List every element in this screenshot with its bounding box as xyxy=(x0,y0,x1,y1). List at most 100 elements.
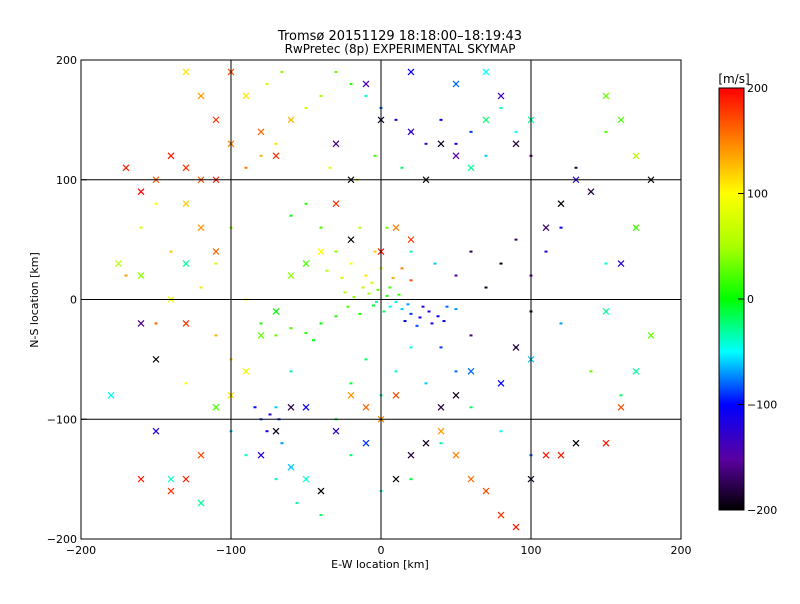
far-echo-point xyxy=(152,427,160,435)
near-echo-point xyxy=(319,226,323,229)
y-tick-label: −100 xyxy=(47,413,77,426)
near-echo-point xyxy=(295,502,299,505)
colorbar-tick-label: −100 xyxy=(747,399,777,412)
near-echo-point xyxy=(319,514,323,517)
far-echo-point xyxy=(197,451,205,459)
far-echo-point xyxy=(167,487,175,495)
near-echo-point xyxy=(349,454,353,457)
far-echo-point xyxy=(182,260,190,267)
far-echo-point xyxy=(152,355,160,363)
far-echo-point xyxy=(407,236,415,244)
far-echo-point xyxy=(482,68,490,76)
near-echo-point xyxy=(388,286,392,289)
near-echo-point xyxy=(289,214,293,217)
near-echo-point xyxy=(454,308,458,311)
near-echo-point xyxy=(604,130,608,133)
near-echo-point xyxy=(334,315,338,318)
chart-title: Tromsø 20151129 18:18:00–18:19:43 xyxy=(277,29,522,44)
near-echo-point xyxy=(289,370,293,373)
far-echo-point xyxy=(332,200,340,208)
colorbar-ticks: 200 100 0 −100 −200 xyxy=(738,82,777,517)
far-echo-point xyxy=(362,439,370,447)
far-echo-point xyxy=(407,128,415,136)
chart-subtitle: RwPretec (8p) EXPERIMENTAL SKYMAP xyxy=(285,42,516,56)
far-echo-point xyxy=(182,200,190,208)
far-echo-point xyxy=(182,320,190,327)
far-echo-point xyxy=(392,391,400,399)
near-echo-point xyxy=(544,250,548,253)
far-echo-point xyxy=(602,439,610,447)
far-echo-point xyxy=(182,68,190,76)
far-echo-point xyxy=(212,116,220,124)
near-echo-point xyxy=(424,382,428,385)
far-echo-point xyxy=(167,475,175,483)
near-echo-point xyxy=(289,327,293,330)
near-echo-point xyxy=(415,324,419,327)
far-echo-point xyxy=(392,475,400,483)
near-echo-point xyxy=(403,320,407,323)
far-echo-point xyxy=(452,80,460,88)
near-echo-point xyxy=(430,322,434,325)
y-tick-label: 0 xyxy=(70,294,77,307)
near-echo-point xyxy=(334,70,338,73)
near-echo-point xyxy=(385,226,389,229)
near-echo-point xyxy=(574,166,578,169)
near-echo-point xyxy=(280,442,284,445)
near-echo-point xyxy=(349,82,353,85)
near-echo-point xyxy=(169,250,173,253)
far-echo-point xyxy=(422,439,430,447)
near-echo-point xyxy=(346,305,350,308)
near-echo-point xyxy=(358,226,362,229)
near-echo-point xyxy=(469,250,473,253)
y-ticks: 200 100 0 −100 −200 xyxy=(47,54,87,546)
far-echo-point xyxy=(572,439,580,447)
far-echo-point xyxy=(272,308,280,315)
far-echo-point xyxy=(467,164,475,172)
near-echo-point xyxy=(268,413,272,416)
near-echo-point xyxy=(328,166,332,169)
near-echo-point xyxy=(370,281,374,284)
far-echo-point xyxy=(407,451,415,459)
near-echo-point xyxy=(391,276,395,279)
near-echo-point xyxy=(400,308,404,311)
far-echo-point xyxy=(137,272,145,279)
far-echo-point xyxy=(437,140,445,148)
near-echo-point xyxy=(421,305,425,308)
near-echo-point xyxy=(409,346,413,349)
near-echo-point xyxy=(436,315,440,318)
near-echo-point xyxy=(265,82,269,85)
near-echo-point xyxy=(514,130,518,133)
far-echo-point xyxy=(482,116,490,124)
colorbar-tick-label: 0 xyxy=(747,293,754,306)
far-echo-point xyxy=(287,403,295,411)
near-echo-point xyxy=(349,262,353,265)
near-echo-point xyxy=(274,142,278,145)
near-echo-point xyxy=(619,394,623,397)
far-echo-point xyxy=(137,320,145,327)
far-echo-point xyxy=(332,427,340,435)
near-echo-point xyxy=(214,262,218,265)
far-echo-point xyxy=(617,403,625,411)
far-echo-point xyxy=(467,475,475,483)
near-echo-point xyxy=(394,118,398,121)
far-echo-point xyxy=(287,272,295,279)
y-tick-label: 100 xyxy=(56,174,77,187)
near-echo-point xyxy=(253,406,257,409)
near-echo-point xyxy=(409,312,413,315)
colorbar-tick-label: 100 xyxy=(747,188,768,201)
near-echo-point xyxy=(397,293,401,296)
far-echo-point xyxy=(272,427,280,435)
far-echo-point xyxy=(332,140,340,148)
near-echo-point xyxy=(319,94,323,97)
near-echo-point xyxy=(265,430,269,433)
far-echo-point xyxy=(212,248,220,256)
x-tick-label: −200 xyxy=(66,544,96,557)
near-echo-point xyxy=(469,334,473,337)
far-echo-point xyxy=(512,140,520,148)
near-echo-point xyxy=(469,130,473,133)
near-echo-point xyxy=(499,262,503,265)
far-echo-point xyxy=(437,427,445,435)
near-echo-point xyxy=(469,406,473,409)
far-echo-point xyxy=(497,92,505,100)
near-echo-point xyxy=(274,406,278,409)
